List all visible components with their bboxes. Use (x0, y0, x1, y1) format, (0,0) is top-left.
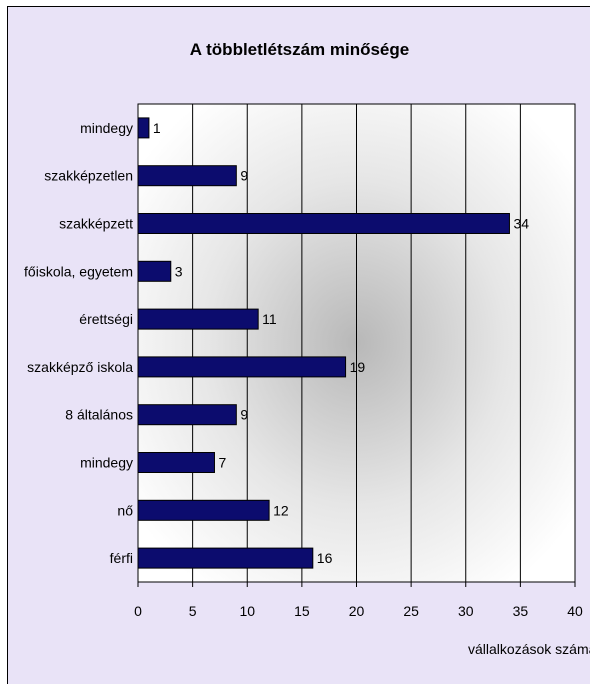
x-tick-label: 35 (513, 603, 529, 619)
value-label: 11 (262, 311, 277, 327)
x-tick-label: 15 (294, 603, 310, 619)
category-label: 8 általános (65, 407, 133, 423)
chart-title: A többletlétszám minősége (189, 40, 410, 59)
value-label: 9 (240, 407, 248, 423)
bar (137, 213, 510, 234)
value-label: 9 (240, 168, 248, 184)
bars (137, 117, 510, 569)
x-tick-label: 40 (567, 603, 583, 619)
category-label: érettségi (79, 311, 133, 327)
bar (137, 499, 270, 521)
bar (137, 404, 237, 426)
x-axis-ticks: 0 5 10 15 20 25 30 35 40 (134, 582, 583, 619)
bar (137, 547, 314, 569)
category-label: szakképző iskola (27, 359, 133, 375)
x-tick-label: 5 (189, 603, 197, 619)
value-label: 3 (175, 263, 183, 279)
bar (137, 452, 215, 473)
bar (137, 165, 237, 187)
category-label: szakképzett (59, 216, 133, 232)
x-axis-label: vállalkozások száma (468, 641, 590, 657)
x-tick-label: 25 (403, 603, 419, 619)
bar (137, 308, 259, 330)
value-label: 1 (153, 120, 161, 136)
x-tick-label: 10 (239, 603, 255, 619)
value-label: 34 (513, 216, 529, 232)
category-label: mindegy (80, 455, 133, 471)
bar (137, 117, 150, 139)
category-label: nő (117, 502, 133, 518)
value-label: 16 (317, 550, 333, 566)
x-tick-label: 20 (349, 603, 365, 619)
bar (137, 260, 172, 282)
x-tick-label: 30 (458, 603, 474, 619)
category-label: főiskola, egyetem (24, 263, 133, 279)
bar (137, 356, 347, 378)
value-label: 12 (273, 502, 289, 518)
value-label: 7 (218, 455, 226, 471)
category-labels: mindegy szakképzetlen szakképzett főiskola,… (24, 120, 133, 566)
category-label: férfi (110, 550, 133, 566)
category-label: mindegy (80, 120, 133, 136)
x-tick-label: 0 (134, 603, 142, 619)
value-label: 19 (350, 359, 366, 375)
category-label: szakképzetlen (44, 168, 133, 184)
